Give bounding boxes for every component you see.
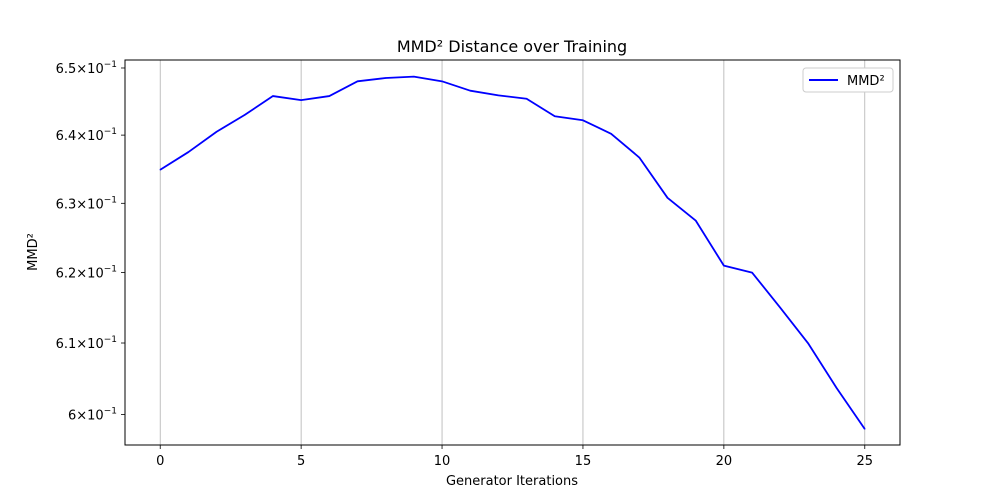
legend-label-mmd2: MMD² [847, 74, 885, 89]
data-point-18 [666, 197, 669, 199]
series-group [159, 75, 866, 430]
data-point-19 [695, 219, 697, 222]
x-tick-label-20: 20 [716, 454, 733, 469]
legend: MMD² [802, 67, 894, 93]
data-point-4 [272, 95, 274, 97]
data-point-8 [385, 77, 387, 79]
data-point-23 [807, 343, 810, 345]
data-point-21 [751, 271, 753, 274]
data-point-12 [497, 94, 500, 96]
chart-title: MMD² Distance over Training [397, 37, 627, 56]
y-tick-label-0: 6×10−1 [68, 407, 117, 424]
x-tick-label-0: 0 [156, 454, 164, 469]
data-point-13 [525, 98, 528, 100]
y-tick-label-5: 6.5×10−1 [56, 60, 117, 77]
y-axis: 6×10−1 6.1×10−1 6.2×10−1 6.3×10−1 6.4×10−1 6.… [56, 60, 125, 424]
data-point-16 [610, 133, 612, 135]
data-point-1 [187, 151, 190, 153]
data-point-24 [835, 387, 838, 389]
legend-box [802, 67, 894, 93]
data-point-17 [638, 156, 640, 159]
y-tick-label-2: 6.2×10−1 [56, 265, 117, 282]
data-point-25 [864, 428, 866, 430]
x-axis-label: Generator Iterations [446, 474, 578, 489]
data-point-14 [554, 115, 556, 117]
y-tick-label-4: 6.4×10−1 [56, 127, 117, 144]
data-point-10 [441, 80, 443, 82]
x-axis: 0 5 10 15 20 25 [156, 445, 873, 469]
x-tick-label-10: 10 [434, 454, 451, 469]
data-point-7 [356, 80, 359, 82]
data-point-3 [244, 114, 246, 116]
data-point-15 [582, 119, 584, 121]
data-point-22 [779, 307, 781, 309]
data-point-20 [723, 265, 725, 267]
x-tick-label-5: 5 [297, 454, 305, 469]
data-point-0 [159, 169, 161, 171]
y-tick-label-3: 6.3×10−1 [56, 195, 117, 212]
plot-frame [124, 59, 901, 446]
series-line-mmd2 [159, 75, 866, 430]
data-point-6 [328, 95, 330, 97]
data-point-9 [413, 76, 415, 78]
data-point-5 [300, 99, 302, 101]
x-tick-label-15: 15 [575, 454, 592, 469]
grid-lines [159, 60, 866, 445]
y-tick-label-1: 6.1×10−1 [56, 335, 117, 352]
x-tick-label-25: 25 [856, 454, 873, 469]
y-axis-label: MMD² [26, 233, 41, 271]
data-point-11 [469, 90, 471, 92]
data-point-2 [215, 131, 218, 133]
